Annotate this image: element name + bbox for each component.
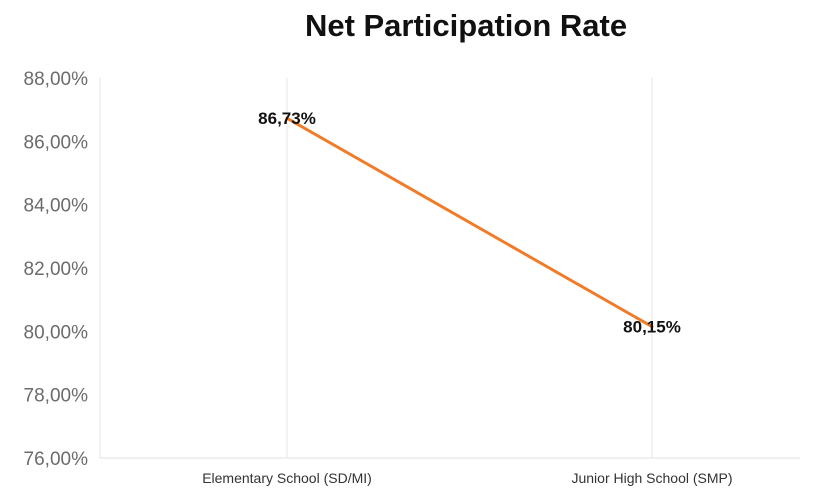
y-tick-label: 76,00%: [24, 449, 89, 470]
chart-title: Net Participation Rate: [304, 8, 628, 43]
x-tick-label: Junior High School (SMP): [571, 470, 732, 486]
series-layer: [285, 116, 654, 329]
y-tick-label: 88,00%: [24, 69, 89, 90]
data-label: 86,73%: [258, 109, 316, 128]
y-tick-label: 84,00%: [24, 196, 89, 217]
y-tick-label: 86,00%: [24, 132, 89, 153]
series-line: [285, 116, 654, 329]
y-tick-label: 78,00%: [24, 386, 89, 407]
data-point: [650, 325, 654, 329]
y-tick-label: 82,00%: [24, 259, 89, 280]
data-point: [285, 116, 289, 120]
data-label: 80,15%: [623, 318, 681, 337]
axis-layer: 76,00% 78,00% 80,00% 82,00% 84,00% 86,00% 88,0…: [24, 69, 800, 486]
y-tick-label: 80,00%: [24, 322, 89, 343]
x-tick-label: Elementary School (SD/MI): [202, 470, 372, 486]
label-layer: 86,73% 80,15%: [258, 109, 681, 336]
grid-layer: [286, 78, 653, 458]
